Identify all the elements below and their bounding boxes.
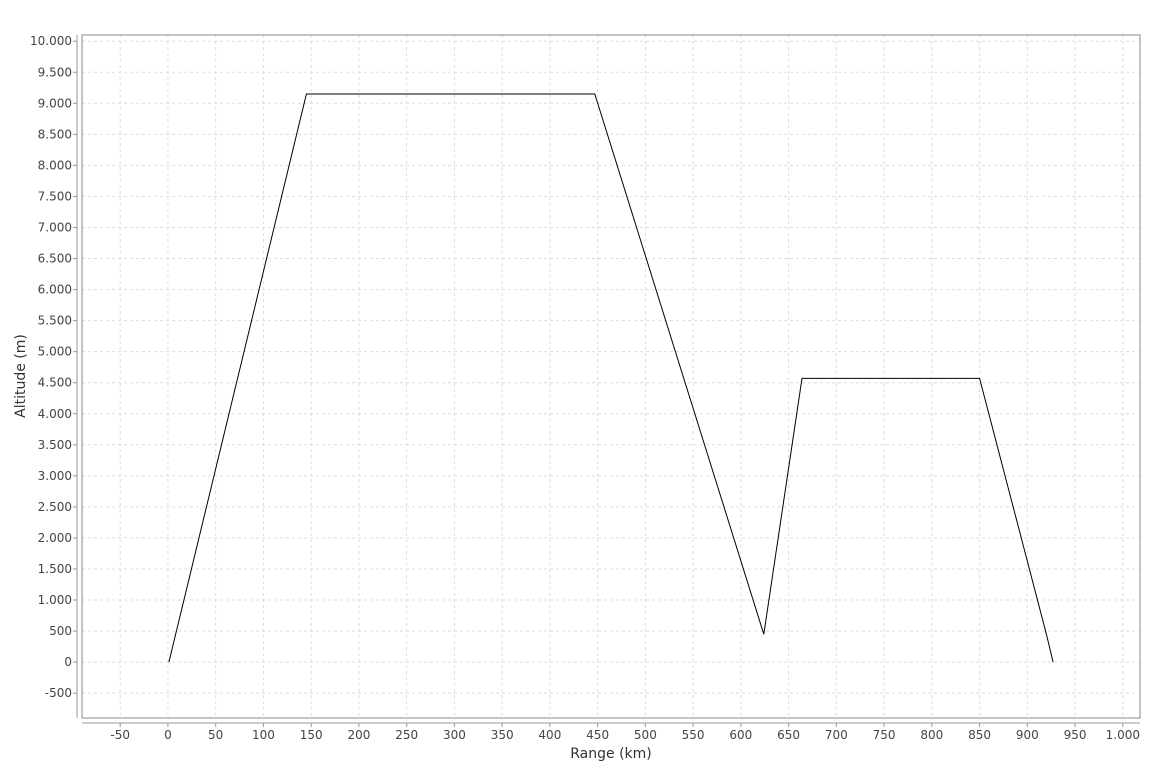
y-tick-label: 4.000 [38, 407, 72, 421]
y-tick-label: 500 [49, 624, 72, 638]
y-tick-label: 6.000 [38, 283, 72, 297]
x-tick-label: 200 [347, 728, 370, 742]
y-tick-label: 3.500 [38, 438, 72, 452]
y-tick-label: 2.000 [38, 531, 72, 545]
x-tick-label: 900 [1016, 728, 1039, 742]
x-tick-label: 250 [395, 728, 418, 742]
y-tick-label: 9.000 [38, 96, 72, 110]
y-tick-label: 8.000 [38, 158, 72, 172]
x-tick-label: 450 [586, 728, 609, 742]
x-tick-label: 100 [252, 728, 275, 742]
y-tick-label: 6.500 [38, 252, 72, 266]
y-tick-label: 9.500 [38, 65, 72, 79]
y-tick-label: 8.500 [38, 127, 72, 141]
y-tick-label: 3.000 [38, 469, 72, 483]
x-tick-label: 350 [491, 728, 514, 742]
x-tick-label: 950 [1064, 728, 1087, 742]
y-tick-label: 5.000 [38, 345, 72, 359]
x-tick-label: -50 [110, 728, 130, 742]
x-tick-label: 600 [729, 728, 752, 742]
series [168, 93, 1054, 663]
ticks: -50 0 50 100 150 200 250 300 350 400 450 500 550 600 6… [30, 34, 1140, 742]
y-axis-title: Altitude (m) [13, 334, 29, 418]
y-tick-label: 7.500 [38, 189, 72, 203]
x-tick-label: 0 [164, 728, 172, 742]
y-tick-label: 5.500 [38, 314, 72, 328]
x-tick-label: 700 [825, 728, 848, 742]
x-axis-title: Range (km) [570, 746, 652, 762]
x-tick-label: 650 [777, 728, 800, 742]
y-tick-label: 1.000 [38, 593, 72, 607]
y-tick-label: 0 [64, 655, 72, 669]
x-tick-label: 150 [300, 728, 323, 742]
x-tick-label: 300 [443, 728, 466, 742]
x-tick-label: 850 [968, 728, 991, 742]
y-tick-label: -500 [45, 686, 72, 700]
y-tick-label: 4.500 [38, 376, 72, 390]
series-line [168, 93, 1054, 663]
x-tick-label: 750 [873, 728, 896, 742]
y-tick-label: 1.500 [38, 562, 72, 576]
y-tick-label: 10.000 [30, 34, 72, 48]
x-tick-label: 500 [634, 728, 657, 742]
y-tick-label: 7.000 [38, 220, 72, 234]
x-tick-label: 800 [920, 728, 943, 742]
x-tick-label: 50 [208, 728, 223, 742]
y-tick-label: 2.500 [38, 500, 72, 514]
x-tick-label: 550 [682, 728, 705, 742]
x-tick-label: 1.000 [1106, 728, 1140, 742]
grid [82, 35, 1140, 718]
x-tick-label: 400 [538, 728, 561, 742]
plot-area [81, 34, 1141, 719]
